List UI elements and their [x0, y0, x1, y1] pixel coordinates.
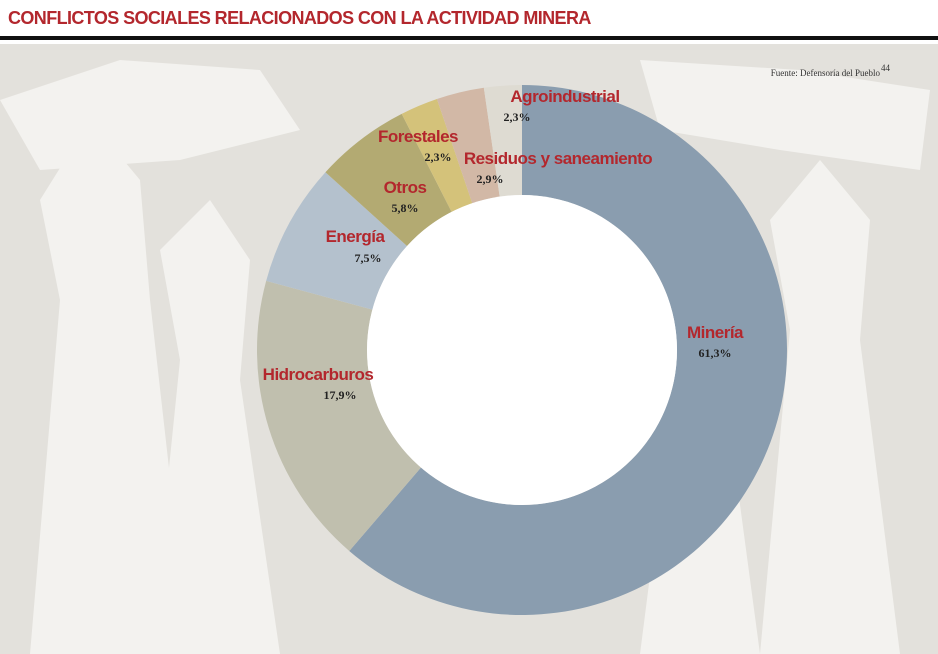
donut-slice: [256, 280, 421, 551]
slice-value-label: 7,5%: [355, 251, 382, 265]
slice-value-label: 17,9%: [324, 388, 357, 402]
donut-slice: [401, 99, 473, 212]
slice-label: Energía: [326, 227, 386, 246]
slice-value-label: 61,3%: [699, 346, 732, 360]
slice-value-label: 2,9%: [477, 172, 504, 186]
donut-slice: [325, 113, 452, 247]
background-silhouettes: [0, 60, 930, 654]
slice-label: Minería: [687, 323, 744, 342]
source: Fuente: Defensoría del Pueblo: [771, 68, 881, 78]
slice-value-label: 2,3%: [504, 110, 531, 124]
slice-label: Hidrocarburos: [263, 365, 374, 384]
labels: Minería 61,3% Hidrocarburos 17,9% Energía 7,5…: [263, 87, 745, 402]
slice-label: Residuos y saneamiento: [464, 149, 652, 168]
slice-value-label: 5,8%: [392, 201, 419, 215]
donut-slice: [266, 172, 408, 310]
donut: [256, 85, 787, 616]
title-rule: [0, 36, 938, 40]
source-note: 44: [881, 63, 891, 73]
slice-label: Forestales: [378, 127, 458, 146]
slice-label: Otros: [384, 178, 427, 197]
donut-slice: [349, 85, 787, 616]
donut-slice: [483, 85, 522, 197]
slice-label: Agroindustrial: [510, 87, 619, 106]
chart-title: CONFLICTOS SOCIALES RELACIONADOS CON LA …: [8, 8, 591, 28]
slice-value-label: 2,3%: [425, 150, 452, 164]
donut-hole: [367, 195, 677, 505]
donut-slice: [436, 87, 500, 204]
